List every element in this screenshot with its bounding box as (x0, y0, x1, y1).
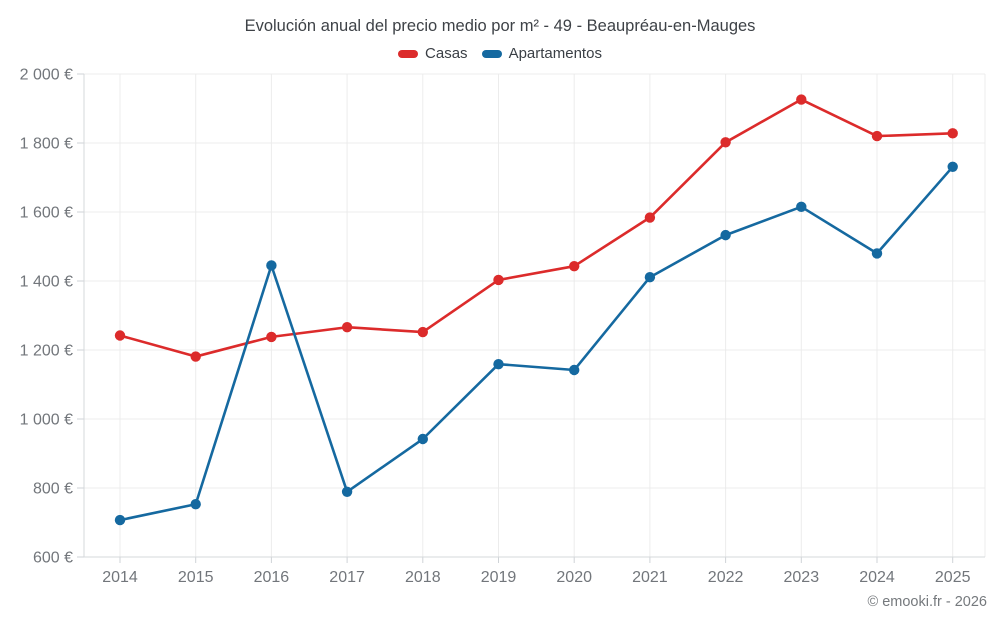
point-casas-2014[interactable] (114, 330, 126, 341)
x-axis-label-2019: 2019 (481, 569, 517, 586)
point-casas-2016[interactable] (266, 331, 277, 343)
point-apartamentos-2018[interactable] (417, 433, 428, 445)
chart-legend: Casas Apartamentos (0, 45, 1000, 62)
y-axis-label-1400: 1 400 € (20, 274, 73, 291)
point-apartamentos-2022[interactable] (720, 229, 731, 241)
x-axis-label-2024: 2024 (859, 569, 895, 586)
point-casas-2018[interactable] (417, 326, 428, 338)
point-casas-2023[interactable] (796, 94, 807, 105)
y-axis-label-800: 800 € (33, 481, 73, 498)
y-axis-label-1800: 1 800 € (20, 136, 73, 153)
legend-item-apartamentos[interactable]: Apartamentos (481, 45, 602, 62)
x-axis-label-2015: 2015 (178, 569, 214, 586)
gridlines (84, 73, 986, 557)
point-apartamentos-2025[interactable] (947, 161, 958, 173)
point-casas-2015[interactable] (190, 351, 201, 362)
x-axis-label-2017: 2017 (329, 569, 365, 586)
point-casas-2021[interactable] (644, 212, 656, 223)
axes (77, 73, 985, 563)
x-axis-label-2020: 2020 (556, 569, 592, 586)
axis-labels: 600 € 800 € 1 000 € 1 200 € 1 400 € 1 600 € 1 … (20, 67, 971, 587)
x-axis-label-2018: 2018 (405, 569, 441, 586)
series-line-apartamentos (118, 165, 955, 522)
x-axis-label-2022: 2022 (708, 569, 744, 586)
point-apartamentos-2015[interactable] (190, 499, 201, 510)
legend-label-apartamentos: Apartamentos (508, 45, 602, 62)
copyright-text: © emooki.fr - 2026 (867, 594, 987, 610)
point-apartamentos-2024[interactable] (871, 248, 883, 259)
point-apartamentos-2017[interactable] (341, 486, 353, 497)
y-axis-label-600: 600 € (33, 550, 73, 567)
legend-label-casas: Casas (425, 45, 468, 62)
point-apartamentos-2021[interactable] (644, 272, 656, 283)
point-casas-2020[interactable] (569, 260, 580, 272)
x-axis-label-2021: 2021 (632, 569, 668, 586)
x-axis-label-2016: 2016 (254, 569, 290, 586)
point-casas-2017[interactable] (341, 322, 353, 333)
point-casas-2022[interactable] (720, 137, 731, 148)
point-casas-2025[interactable] (947, 128, 958, 139)
y-axis-label-1600: 1 600 € (20, 205, 73, 222)
x-axis-label-2014: 2014 (102, 569, 138, 586)
x-axis-label-2023: 2023 (784, 569, 820, 586)
point-apartamentos-2020[interactable] (569, 364, 580, 376)
legend-swatch-apartamentos (481, 49, 502, 58)
y-axis-label-1200: 1 200 € (20, 343, 73, 360)
chart-title: Evolución anual del precio medio por m² … (244, 17, 756, 35)
point-apartamentos-2016[interactable] (266, 260, 277, 271)
legend-swatch-casas (398, 49, 419, 58)
point-apartamentos-2023[interactable] (796, 201, 807, 213)
point-apartamentos-2019[interactable] (493, 358, 504, 370)
y-axis-label-2000: 2 000 € (20, 67, 73, 84)
x-axis-label-2025: 2025 (935, 569, 971, 586)
series-line-casas (118, 98, 955, 358)
point-apartamentos-2014[interactable] (114, 514, 126, 526)
point-casas-2024[interactable] (871, 130, 883, 142)
series-group (114, 94, 958, 526)
y-axis-label-1000: 1 000 € (20, 412, 73, 429)
point-casas-2019[interactable] (493, 274, 504, 286)
legend-item-casas[interactable]: Casas (398, 45, 468, 62)
